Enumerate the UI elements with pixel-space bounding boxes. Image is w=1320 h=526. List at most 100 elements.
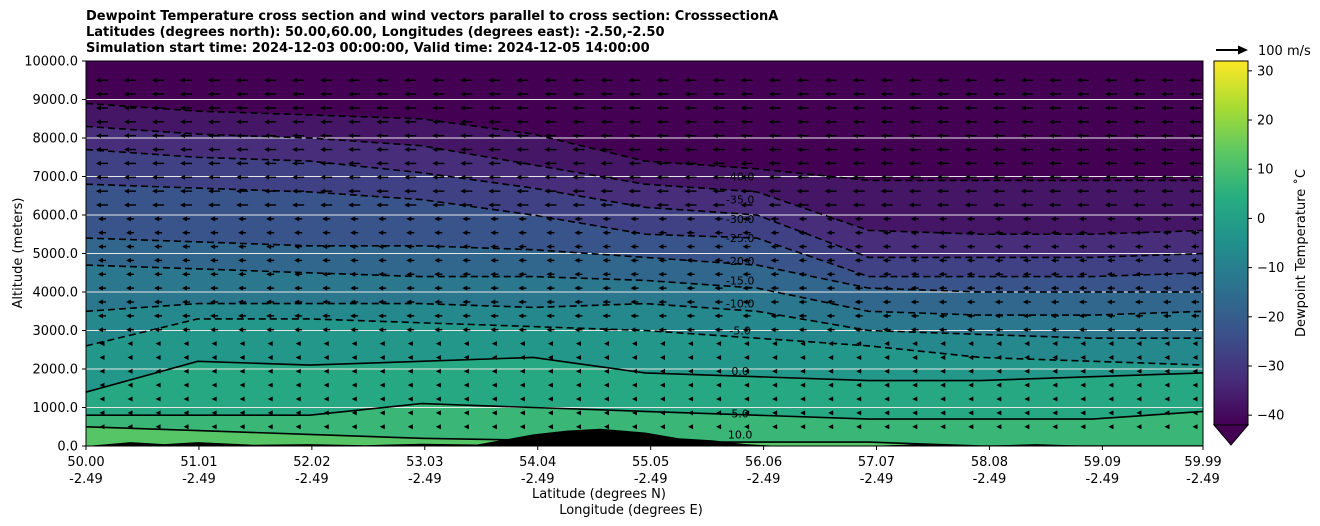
wind-vector <box>742 216 751 222</box>
wind-vector <box>1104 133 1117 139</box>
wind-vector <box>236 91 249 97</box>
wind-vector <box>152 119 165 125</box>
wind-vector <box>658 299 667 305</box>
wind-vector <box>434 257 443 263</box>
wind-vector <box>600 188 613 194</box>
wind-vector <box>490 216 499 222</box>
wind-vector <box>546 299 555 305</box>
wind-vector <box>770 327 779 333</box>
colorbar-gradient <box>1213 60 1249 426</box>
wind-vector <box>544 119 557 125</box>
y-tick-label: 2000.0 <box>33 363 79 378</box>
wind-vector <box>379 410 385 416</box>
wind-vector <box>1192 341 1198 347</box>
wind-vector <box>964 77 977 83</box>
wind-vector <box>183 382 189 388</box>
y-axis-label: Altitude (meters) <box>11 198 26 309</box>
wind-vector <box>323 341 329 347</box>
wind-vector <box>267 382 273 388</box>
wind-vector <box>126 285 135 291</box>
wind-vector <box>519 382 525 388</box>
x-axis-label-longitude: Longitude (degrees E) <box>559 503 703 518</box>
wind-vector <box>656 133 669 139</box>
wind-vector <box>656 105 669 111</box>
wind-vector <box>603 396 609 402</box>
wind-vector <box>519 424 525 430</box>
wind-vector <box>574 313 583 319</box>
wind-vector <box>350 244 359 250</box>
wind-vector <box>350 299 359 305</box>
wind-vector <box>292 147 305 153</box>
wind-vector <box>1076 119 1089 125</box>
wind-vector <box>714 313 723 319</box>
wind-vector <box>124 133 137 139</box>
wind-vector <box>1022 313 1031 319</box>
wind-vector <box>1104 202 1117 208</box>
wind-vector <box>884 424 890 430</box>
wind-vector <box>96 160 108 166</box>
wind-vector <box>210 257 219 263</box>
wind-vector <box>602 285 611 291</box>
wind-vector <box>852 91 865 97</box>
wind-vector <box>294 327 303 333</box>
wind-vector <box>208 147 221 153</box>
wind-vector <box>824 174 837 180</box>
wind-vector <box>407 424 413 430</box>
wind-vector <box>716 368 722 374</box>
wind-vector <box>600 202 613 208</box>
wind-vector <box>1104 105 1117 111</box>
wind-vector <box>96 188 108 194</box>
wind-vector <box>992 77 1005 83</box>
wind-vector <box>406 285 415 291</box>
wind-vector <box>211 382 217 388</box>
wind-vector <box>127 424 133 430</box>
wind-vector <box>658 313 667 319</box>
wind-vector <box>768 91 781 97</box>
wind-vector <box>716 354 722 360</box>
wind-vector <box>912 382 918 388</box>
wind-vector <box>98 313 106 319</box>
wind-vector <box>1020 202 1033 208</box>
wind-vector <box>1192 410 1198 416</box>
wind-vector <box>152 160 165 166</box>
wind-vector <box>992 202 1005 208</box>
wind-vector <box>1106 257 1115 263</box>
wind-vector <box>910 244 919 250</box>
wind-vector <box>910 230 919 236</box>
x-tick-label-lon: -2.49 <box>860 472 894 487</box>
wind-vector <box>404 160 417 166</box>
wind-vector <box>379 341 385 347</box>
wind-vector <box>518 230 527 236</box>
wind-vector <box>798 285 807 291</box>
wind-vector <box>744 382 750 388</box>
wind-vector <box>124 147 137 153</box>
wind-vector <box>856 396 862 402</box>
wind-vector <box>880 160 893 166</box>
wind-vector <box>884 410 890 416</box>
wind-vector <box>266 230 275 236</box>
wind-vector <box>575 382 581 388</box>
chart-title-line-2: Latitudes (degrees north): 50.00,60.00, … <box>86 25 665 40</box>
wind-vector <box>98 299 106 305</box>
wind-vector <box>322 299 331 305</box>
wind-vector <box>547 396 553 402</box>
wind-vector <box>824 77 837 83</box>
wind-vector <box>628 147 641 153</box>
wind-vector <box>434 285 443 291</box>
wind-vector <box>631 382 637 388</box>
wind-vector <box>183 354 189 360</box>
wind-vector <box>714 230 723 236</box>
wind-vector <box>1106 244 1115 250</box>
wind-vector <box>406 216 415 222</box>
wind-vector <box>544 202 557 208</box>
wind-vector <box>572 147 585 153</box>
wind-vector <box>880 188 893 194</box>
wind-vector <box>266 327 275 333</box>
wind-vector <box>994 230 1003 236</box>
wind-vector <box>630 271 639 277</box>
wind-vector <box>572 174 585 180</box>
wind-vector <box>856 410 862 416</box>
wind-vector <box>126 216 135 222</box>
wind-vector <box>351 424 357 430</box>
wind-vector <box>1052 396 1058 402</box>
